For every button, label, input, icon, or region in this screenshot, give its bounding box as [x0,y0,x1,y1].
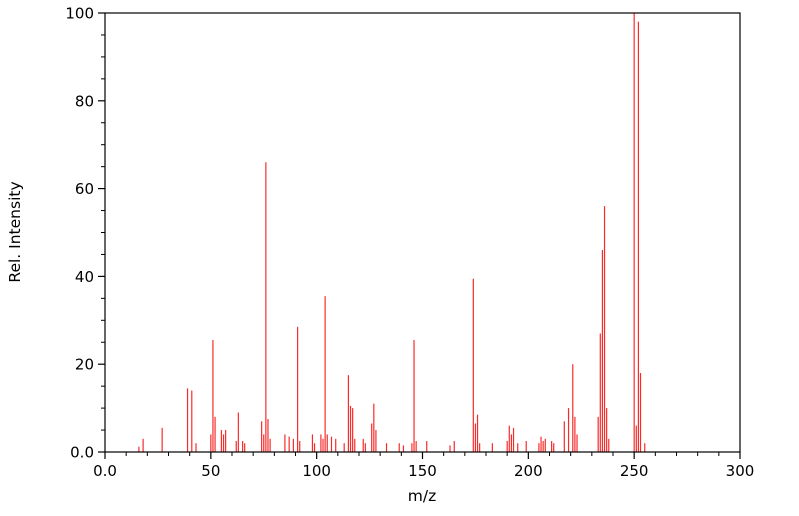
x-tick-label: 250 [620,462,649,480]
x-tick-label: 300 [726,462,755,480]
x-tick-label: 50 [201,462,220,480]
y-axis-label: Rel. Intensity [6,181,24,282]
x-tick-label: 150 [408,462,437,480]
y-tick-label: 20 [75,356,94,374]
x-axis-label: m/z [408,487,436,505]
x-tick-label: 0.0 [93,462,117,480]
y-tick-label: 40 [75,268,94,286]
y-tick-label: 0.0 [70,444,94,462]
plot-border [104,12,741,453]
y-tick-label: 60 [75,180,94,198]
y-tick-label: 100 [65,5,94,23]
y-tick-label: 80 [75,92,94,110]
plot-layer: 0.0 50 100 150 200 250 300 0.0 20 40 60 80 100 [65,5,754,481]
x-tick-label: 100 [302,462,331,480]
x-tick-label: 200 [514,462,543,480]
